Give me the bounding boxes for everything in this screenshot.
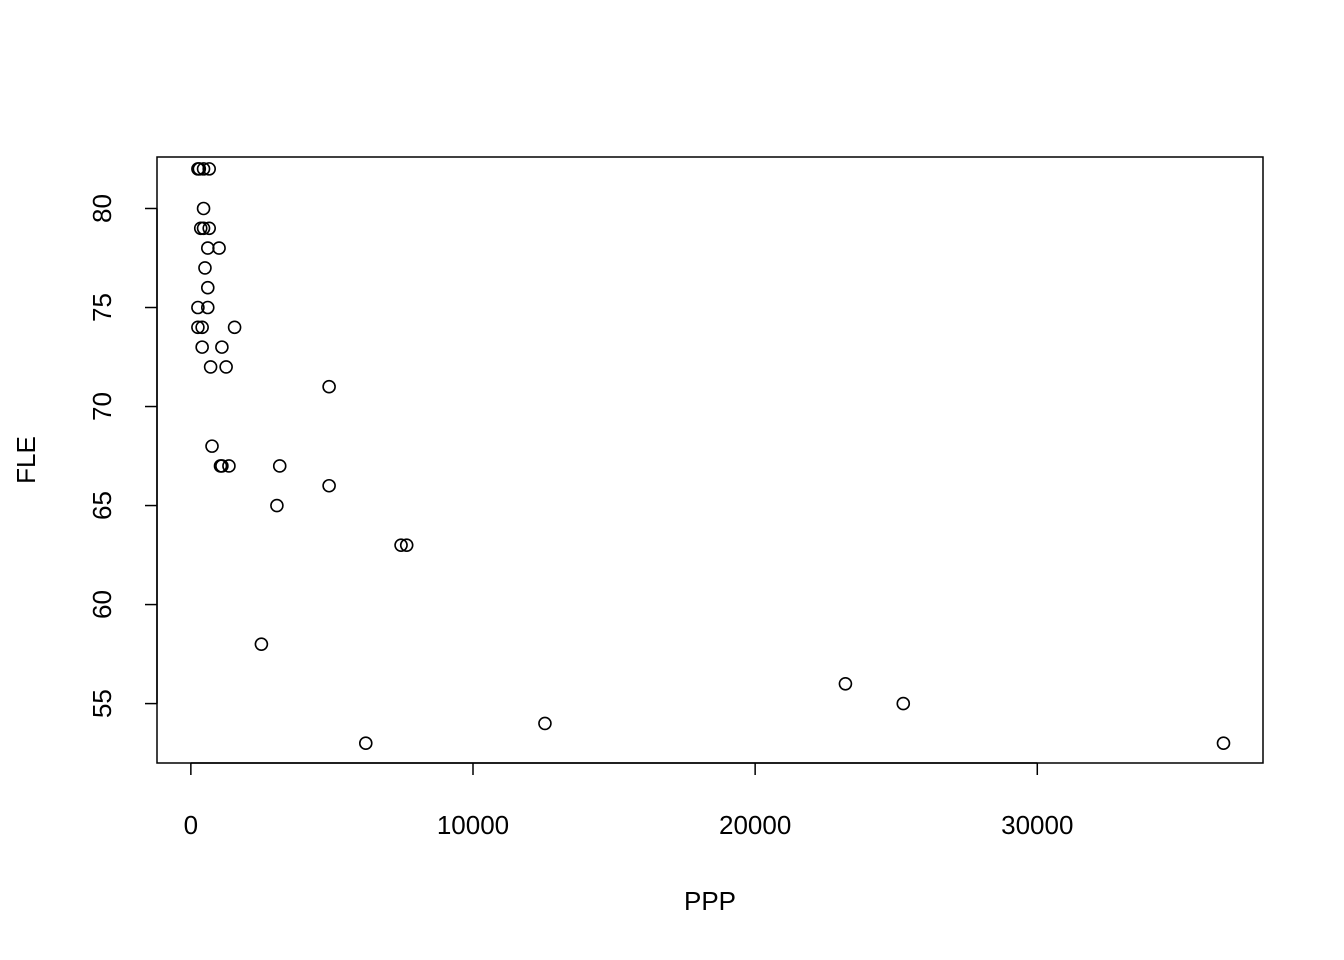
data-point	[192, 162, 207, 176]
y-tick-label: 60	[87, 590, 117, 619]
points-layer	[191, 162, 1231, 750]
data-point	[219, 360, 233, 374]
x-tick-label: 0	[184, 810, 198, 840]
data-point	[215, 459, 229, 473]
data-point	[191, 320, 205, 335]
y-tick-label: 80	[87, 194, 117, 223]
data-point	[358, 736, 373, 750]
data-point	[196, 221, 211, 236]
data-point	[205, 439, 219, 453]
x-axis-label: PPP	[684, 886, 736, 916]
data-point	[196, 201, 211, 216]
data-point	[1216, 736, 1231, 750]
data-point	[200, 280, 215, 295]
x-tick-label: 30000	[1001, 810, 1073, 840]
data-point	[200, 241, 215, 255]
data-point	[202, 162, 216, 176]
data-point	[272, 459, 287, 473]
data-point	[191, 300, 205, 315]
data-point	[222, 459, 236, 473]
x-axis: 0 10000 20000 30000	[184, 762, 1073, 840]
data-point	[322, 379, 336, 394]
data-point	[394, 538, 408, 552]
data-point	[195, 320, 209, 335]
data-point	[838, 676, 853, 691]
x-tick-label: 20000	[719, 810, 791, 840]
data-point	[202, 221, 216, 236]
y-tick-label: 65	[87, 491, 117, 520]
data-point	[198, 261, 212, 275]
data-point	[203, 360, 218, 374]
data-point	[212, 241, 226, 255]
data-point	[254, 637, 269, 651]
data-point	[399, 538, 414, 552]
data-point	[270, 498, 284, 513]
data-point	[195, 340, 209, 354]
plot-frame	[156, 156, 1264, 764]
y-tick-label: 75	[87, 293, 117, 322]
data-point	[322, 478, 336, 493]
data-point	[215, 340, 229, 354]
data-point	[538, 716, 552, 731]
y-axis: 55 60 65 70 75 80	[87, 194, 158, 718]
y-axis-label: FLE	[11, 436, 41, 484]
x-tick-label: 10000	[437, 810, 509, 840]
y-tick-label: 55	[87, 689, 117, 718]
data-point	[196, 162, 211, 176]
data-point	[227, 320, 242, 335]
y-tick-label: 70	[87, 392, 117, 421]
data-point	[896, 696, 911, 711]
data-point	[200, 300, 215, 315]
